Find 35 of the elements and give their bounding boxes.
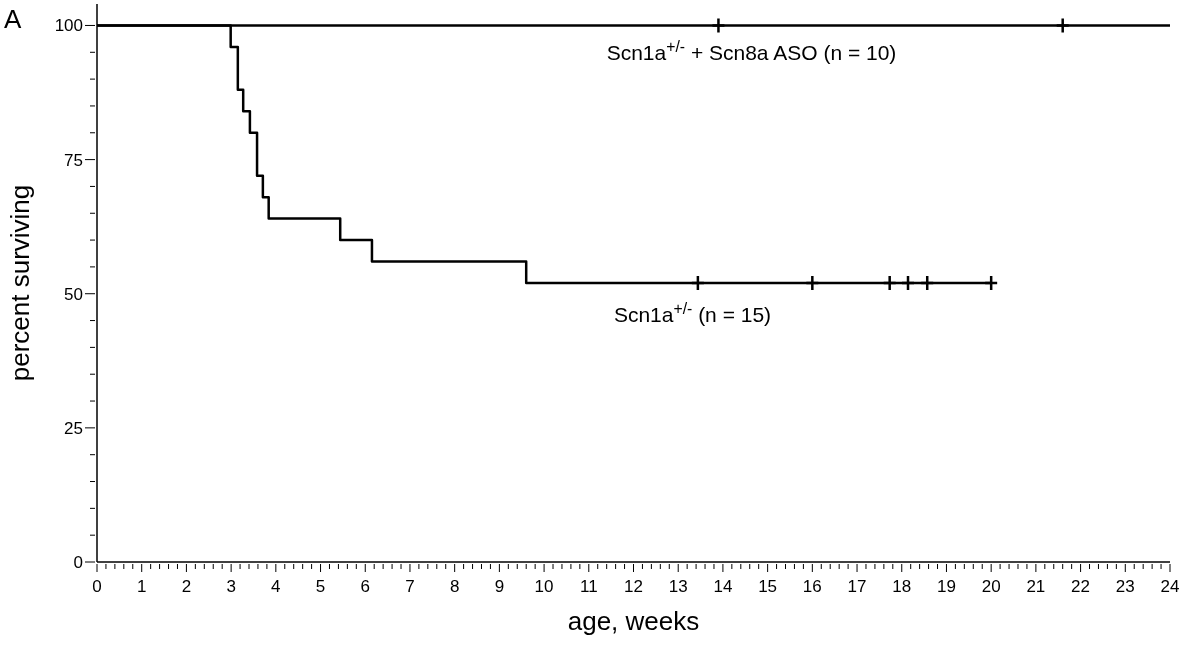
y-axis-title: percent surviving — [5, 184, 36, 382]
x-tick-label: 14 — [713, 577, 733, 596]
x-tick-label: 12 — [624, 577, 643, 596]
x-tick-label: 18 — [892, 577, 912, 596]
x-axis-title: age, weeks — [567, 606, 700, 636]
x-tick-label: 17 — [847, 577, 867, 596]
x-tick-label: 15 — [758, 577, 778, 596]
x-tick-label: 3 — [226, 577, 236, 596]
y-tick-label: 100 — [54, 16, 83, 36]
y-tick-label: 0 — [73, 553, 83, 572]
x-tick-label: 0 — [92, 577, 102, 596]
x-tick-label: 4 — [271, 577, 281, 596]
x-tick-label: 2 — [181, 577, 192, 596]
y-tick-label: 75 — [64, 150, 83, 170]
annotation: Scn1a$^{+/-}$ (n = 15) — [613, 299, 772, 327]
x-tick-label: 16 — [802, 577, 822, 596]
x-tick-label: 24 — [1160, 577, 1180, 596]
x-tick-label: 7 — [405, 577, 415, 596]
x-tick-label: 10 — [534, 577, 554, 596]
x-tick-label: 8 — [449, 577, 460, 596]
y-tick-label: 50 — [64, 284, 83, 304]
x-tick-label: 22 — [1071, 577, 1091, 596]
x-tick-label: 19 — [937, 577, 956, 596]
annotation: Scn1a$^{+/-}$ + Scn8a ASO (n = 10) — [606, 37, 897, 64]
y-tick-label: 25 — [64, 418, 83, 438]
x-tick-label: 9 — [494, 577, 505, 596]
x-tick-label: 21 — [1026, 577, 1046, 596]
x-tick-label: 20 — [981, 577, 1001, 596]
x-tick-label: 6 — [360, 577, 370, 596]
x-tick-label: 13 — [668, 577, 688, 596]
x-tick-label: 11 — [579, 577, 598, 596]
x-tick-label: 5 — [315, 577, 326, 596]
x-tick-label: 23 — [1115, 577, 1135, 596]
x-tick-label: 1 — [136, 577, 147, 596]
text: A — [4, 4, 22, 34]
